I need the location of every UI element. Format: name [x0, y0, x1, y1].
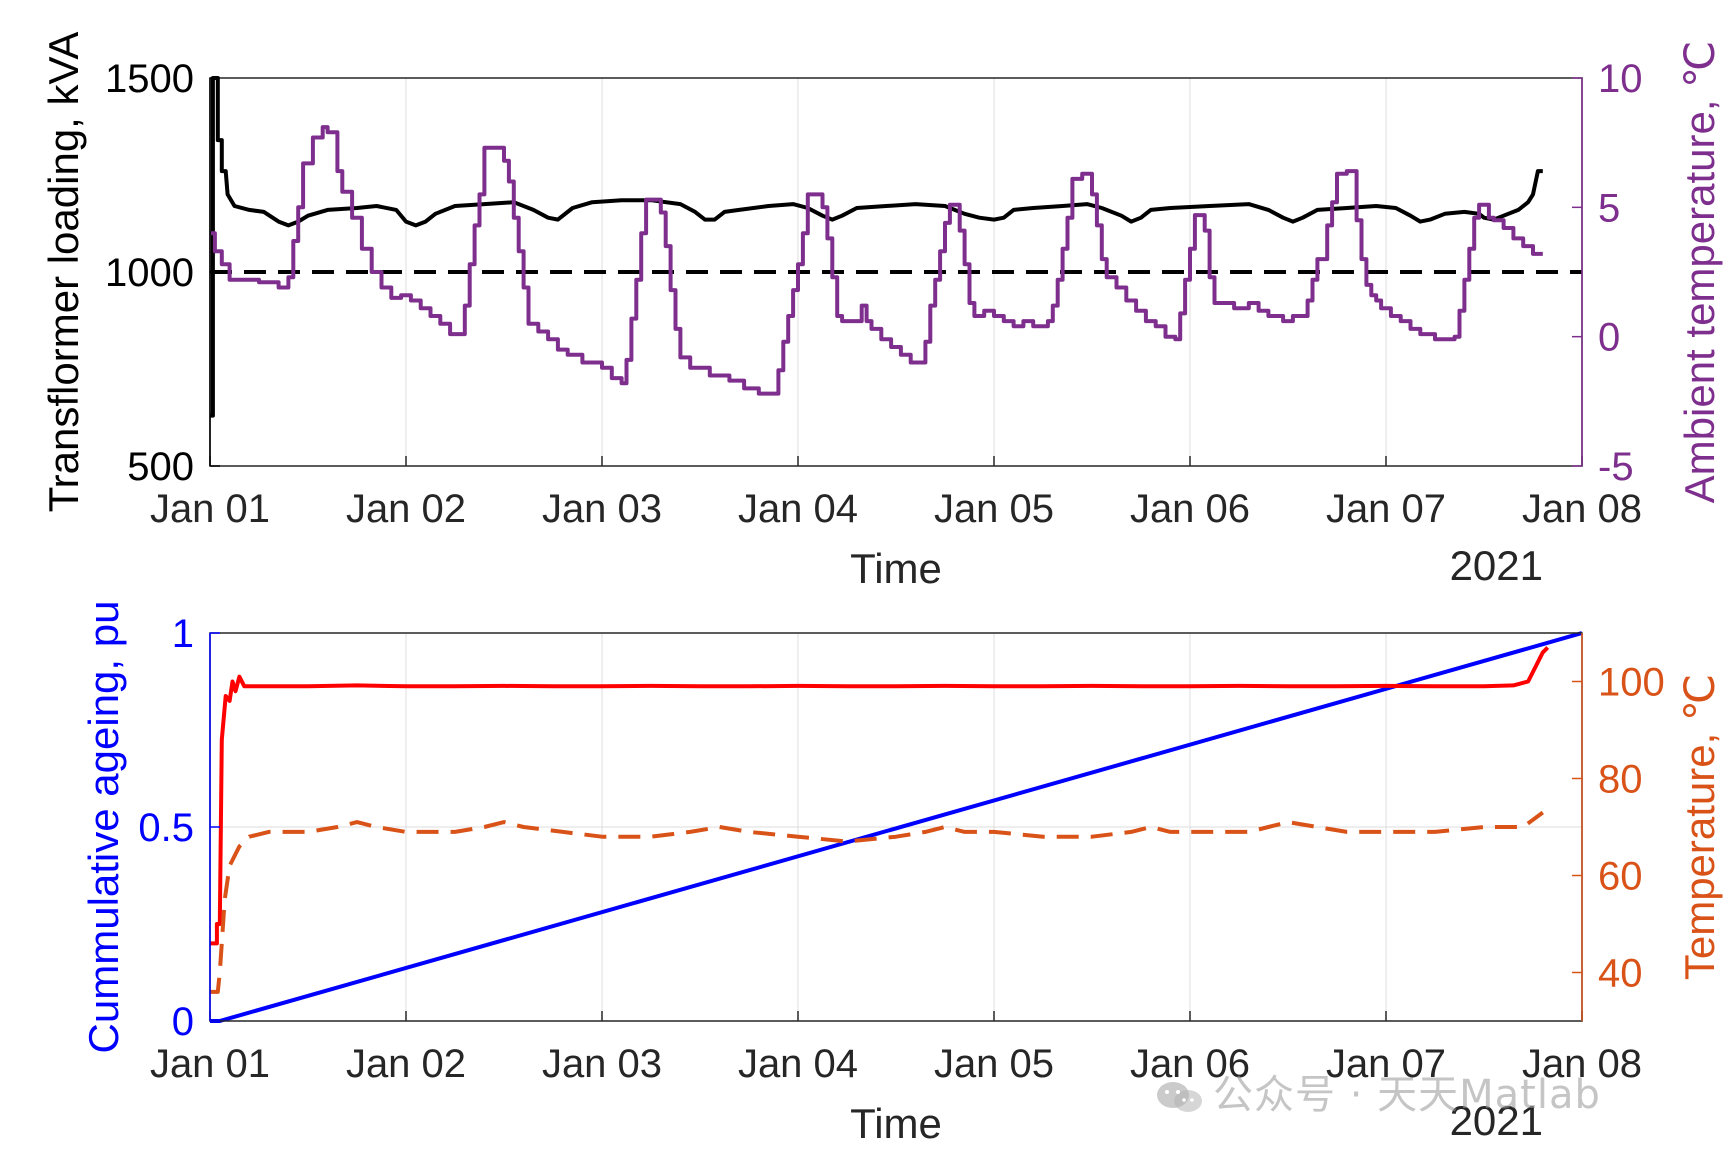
- x-tick-label: Jan 07: [1326, 487, 1446, 531]
- top-x-year-label: 2021: [1450, 542, 1543, 589]
- right-tick-label: 60: [1598, 855, 1643, 899]
- top-right-axis-label: Ambient temperature, ℃: [1676, 41, 1723, 504]
- bottom-left-axis-label: Cummulative ageing, pu: [80, 601, 127, 1054]
- x-tick-label: Jan 03: [542, 487, 662, 531]
- top-right-ticks: -5 0 5 10: [1572, 57, 1643, 489]
- top-left-ticks: 500 1000 1500: [105, 57, 220, 489]
- right-tick-label: 100: [1598, 661, 1665, 705]
- watermark-text: 公众号 · 天天Matlab: [1213, 1072, 1601, 1118]
- top-series: [210, 76, 1582, 418]
- left-tick-label: 500: [127, 445, 194, 489]
- right-tick-label: 5: [1598, 186, 1620, 230]
- left-tick-label: 1500: [105, 57, 194, 101]
- x-tick-label: Jan 05: [934, 487, 1054, 531]
- bottom-series-1: [210, 646, 1550, 946]
- x-tick-label: Jan 06: [1130, 487, 1250, 531]
- right-tick-label: 10: [1598, 57, 1643, 101]
- bottom-x-ticks: Jan 01 Jan 02 Jan 03 Jan 04 Jan 05 Jan 06 Jan …: [150, 1011, 1642, 1086]
- x-tick-label: Jan 08: [1522, 487, 1642, 531]
- x-tick-label: Jan 05: [934, 1042, 1054, 1086]
- x-tick-label: Jan 04: [738, 487, 858, 531]
- watermark: 公众号 · 天天Matlab: [1155, 1062, 1601, 1120]
- bottom-left-ticks: 00.51: [138, 612, 220, 1044]
- x-tick-label: Jan 04: [738, 1042, 858, 1086]
- right-tick-label: 0: [1598, 316, 1620, 360]
- right-tick-label: 40: [1598, 952, 1643, 996]
- bottom-x-axis-label: Time: [850, 1100, 942, 1147]
- right-tick-label: -5: [1598, 445, 1634, 489]
- top-series-2: [210, 125, 1543, 396]
- x-tick-label: Jan 01: [150, 487, 270, 531]
- left-tick-label: 1000: [105, 251, 194, 295]
- left-tick-label: 0.5: [138, 806, 194, 850]
- bottom-chart: Jan 01 Jan 02 Jan 03 Jan 04 Jan 05 Jan 06 Jan …: [80, 601, 1723, 1147]
- bottom-right-axis-label: Temperature, ℃: [1676, 674, 1723, 980]
- bottom-series-2: [210, 810, 1544, 994]
- left-tick-label: 1: [172, 612, 194, 656]
- x-tick-label: Jan 01: [150, 1042, 270, 1086]
- right-tick-label: 80: [1598, 758, 1643, 802]
- x-tick-label: Jan 06: [1130, 1042, 1250, 1086]
- bottom-x-year-label: 2021: [1450, 1097, 1543, 1144]
- bottom-right-ticks: 40 60 80 100: [1572, 633, 1665, 1021]
- x-tick-label: Jan 07: [1326, 1042, 1446, 1086]
- x-tick-label: Jan 08: [1522, 1042, 1642, 1086]
- top-left-axis-label: Transflormer loading, kVA: [40, 32, 87, 513]
- top-chart: Jan 01 Jan 02 Jan 03 Jan 04 Jan 05 Jan 06 Jan …: [40, 32, 1723, 592]
- x-tick-label: Jan 02: [346, 487, 466, 531]
- x-tick-label: Jan 03: [542, 1042, 662, 1086]
- wechat-icon: [1155, 1079, 1205, 1115]
- left-tick-label: 0: [172, 1000, 194, 1044]
- top-x-axis-label: Time: [850, 545, 942, 592]
- x-tick-label: Jan 02: [346, 1042, 466, 1086]
- top-x-ticks: Jan 01 Jan 02 Jan 03 Jan 04 Jan 05 Jan 06 Jan …: [150, 456, 1642, 531]
